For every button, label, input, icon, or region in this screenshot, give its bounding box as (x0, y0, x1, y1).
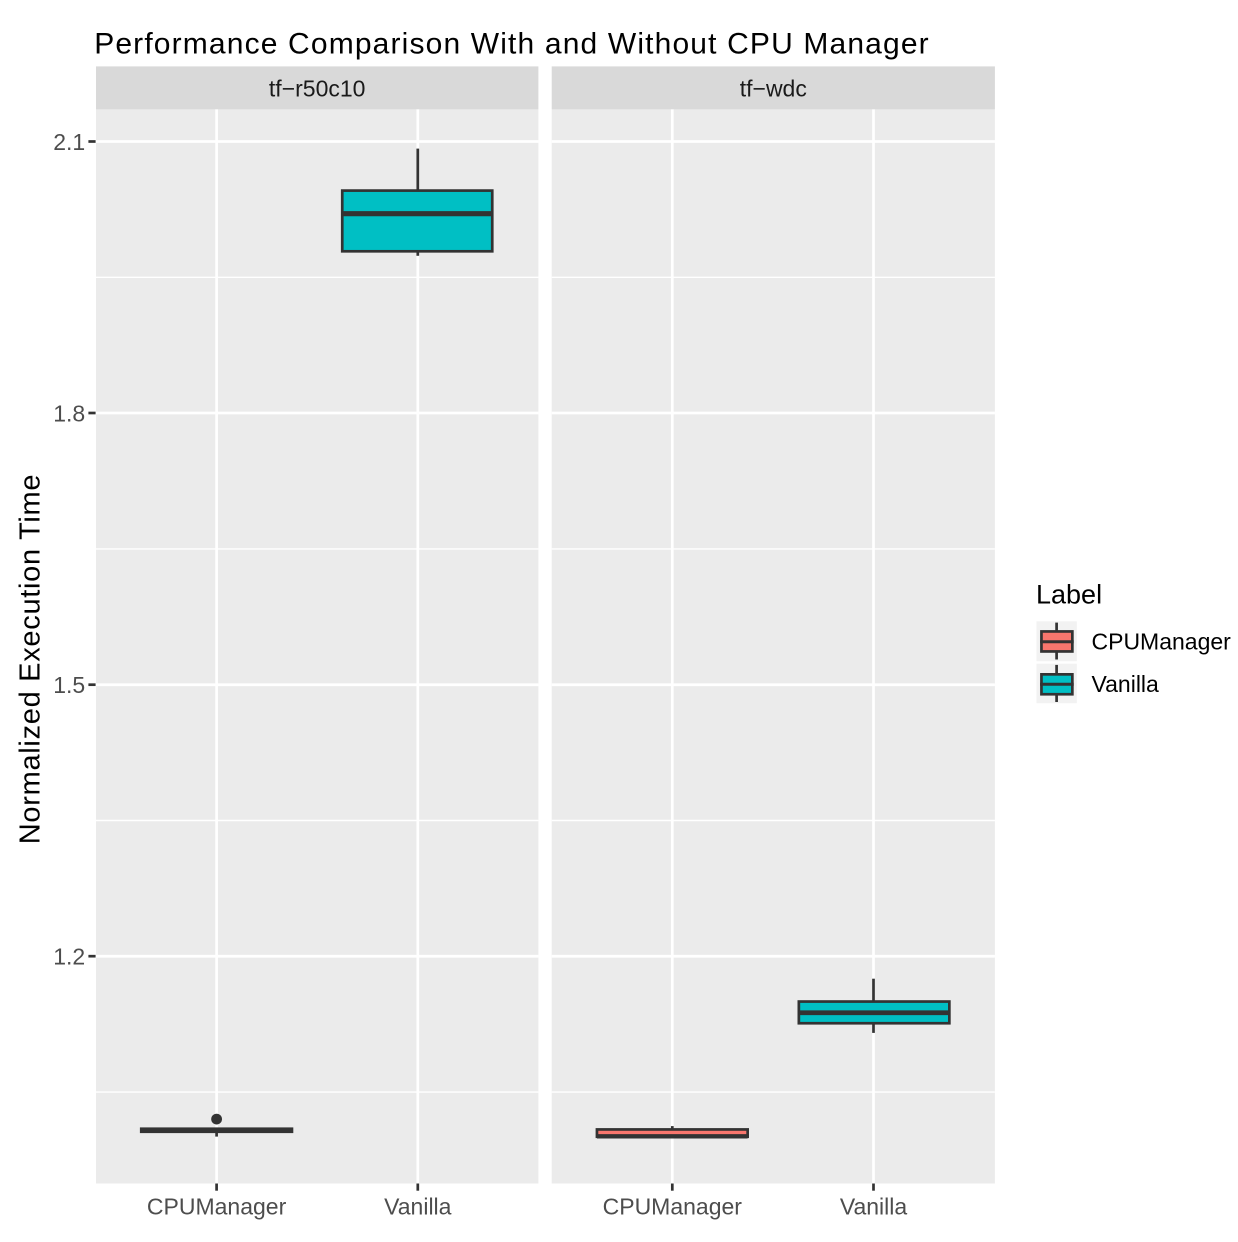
svg-text:Vanilla: Vanilla (1092, 671, 1160, 697)
svg-text:Normalized Execution Time: Normalized Execution Time (14, 474, 46, 844)
svg-text:CPUManager: CPUManager (603, 1194, 743, 1220)
svg-text:CPUManager: CPUManager (147, 1194, 287, 1220)
svg-text:1.8: 1.8 (53, 400, 85, 426)
svg-text:1.2: 1.2 (53, 944, 85, 970)
svg-text:tf−r50c10: tf−r50c10 (269, 75, 366, 101)
svg-text:Performance Comparison With an: Performance Comparison With and Without … (94, 28, 930, 61)
svg-text:1.5: 1.5 (53, 672, 85, 698)
svg-text:Vanilla: Vanilla (840, 1194, 908, 1220)
svg-text:Label: Label (1036, 580, 1102, 610)
svg-text:CPUManager: CPUManager (1092, 628, 1232, 654)
svg-text:Vanilla: Vanilla (384, 1194, 452, 1220)
svg-text:tf−wdc: tf−wdc (740, 75, 807, 101)
svg-text:2.1: 2.1 (53, 129, 85, 155)
